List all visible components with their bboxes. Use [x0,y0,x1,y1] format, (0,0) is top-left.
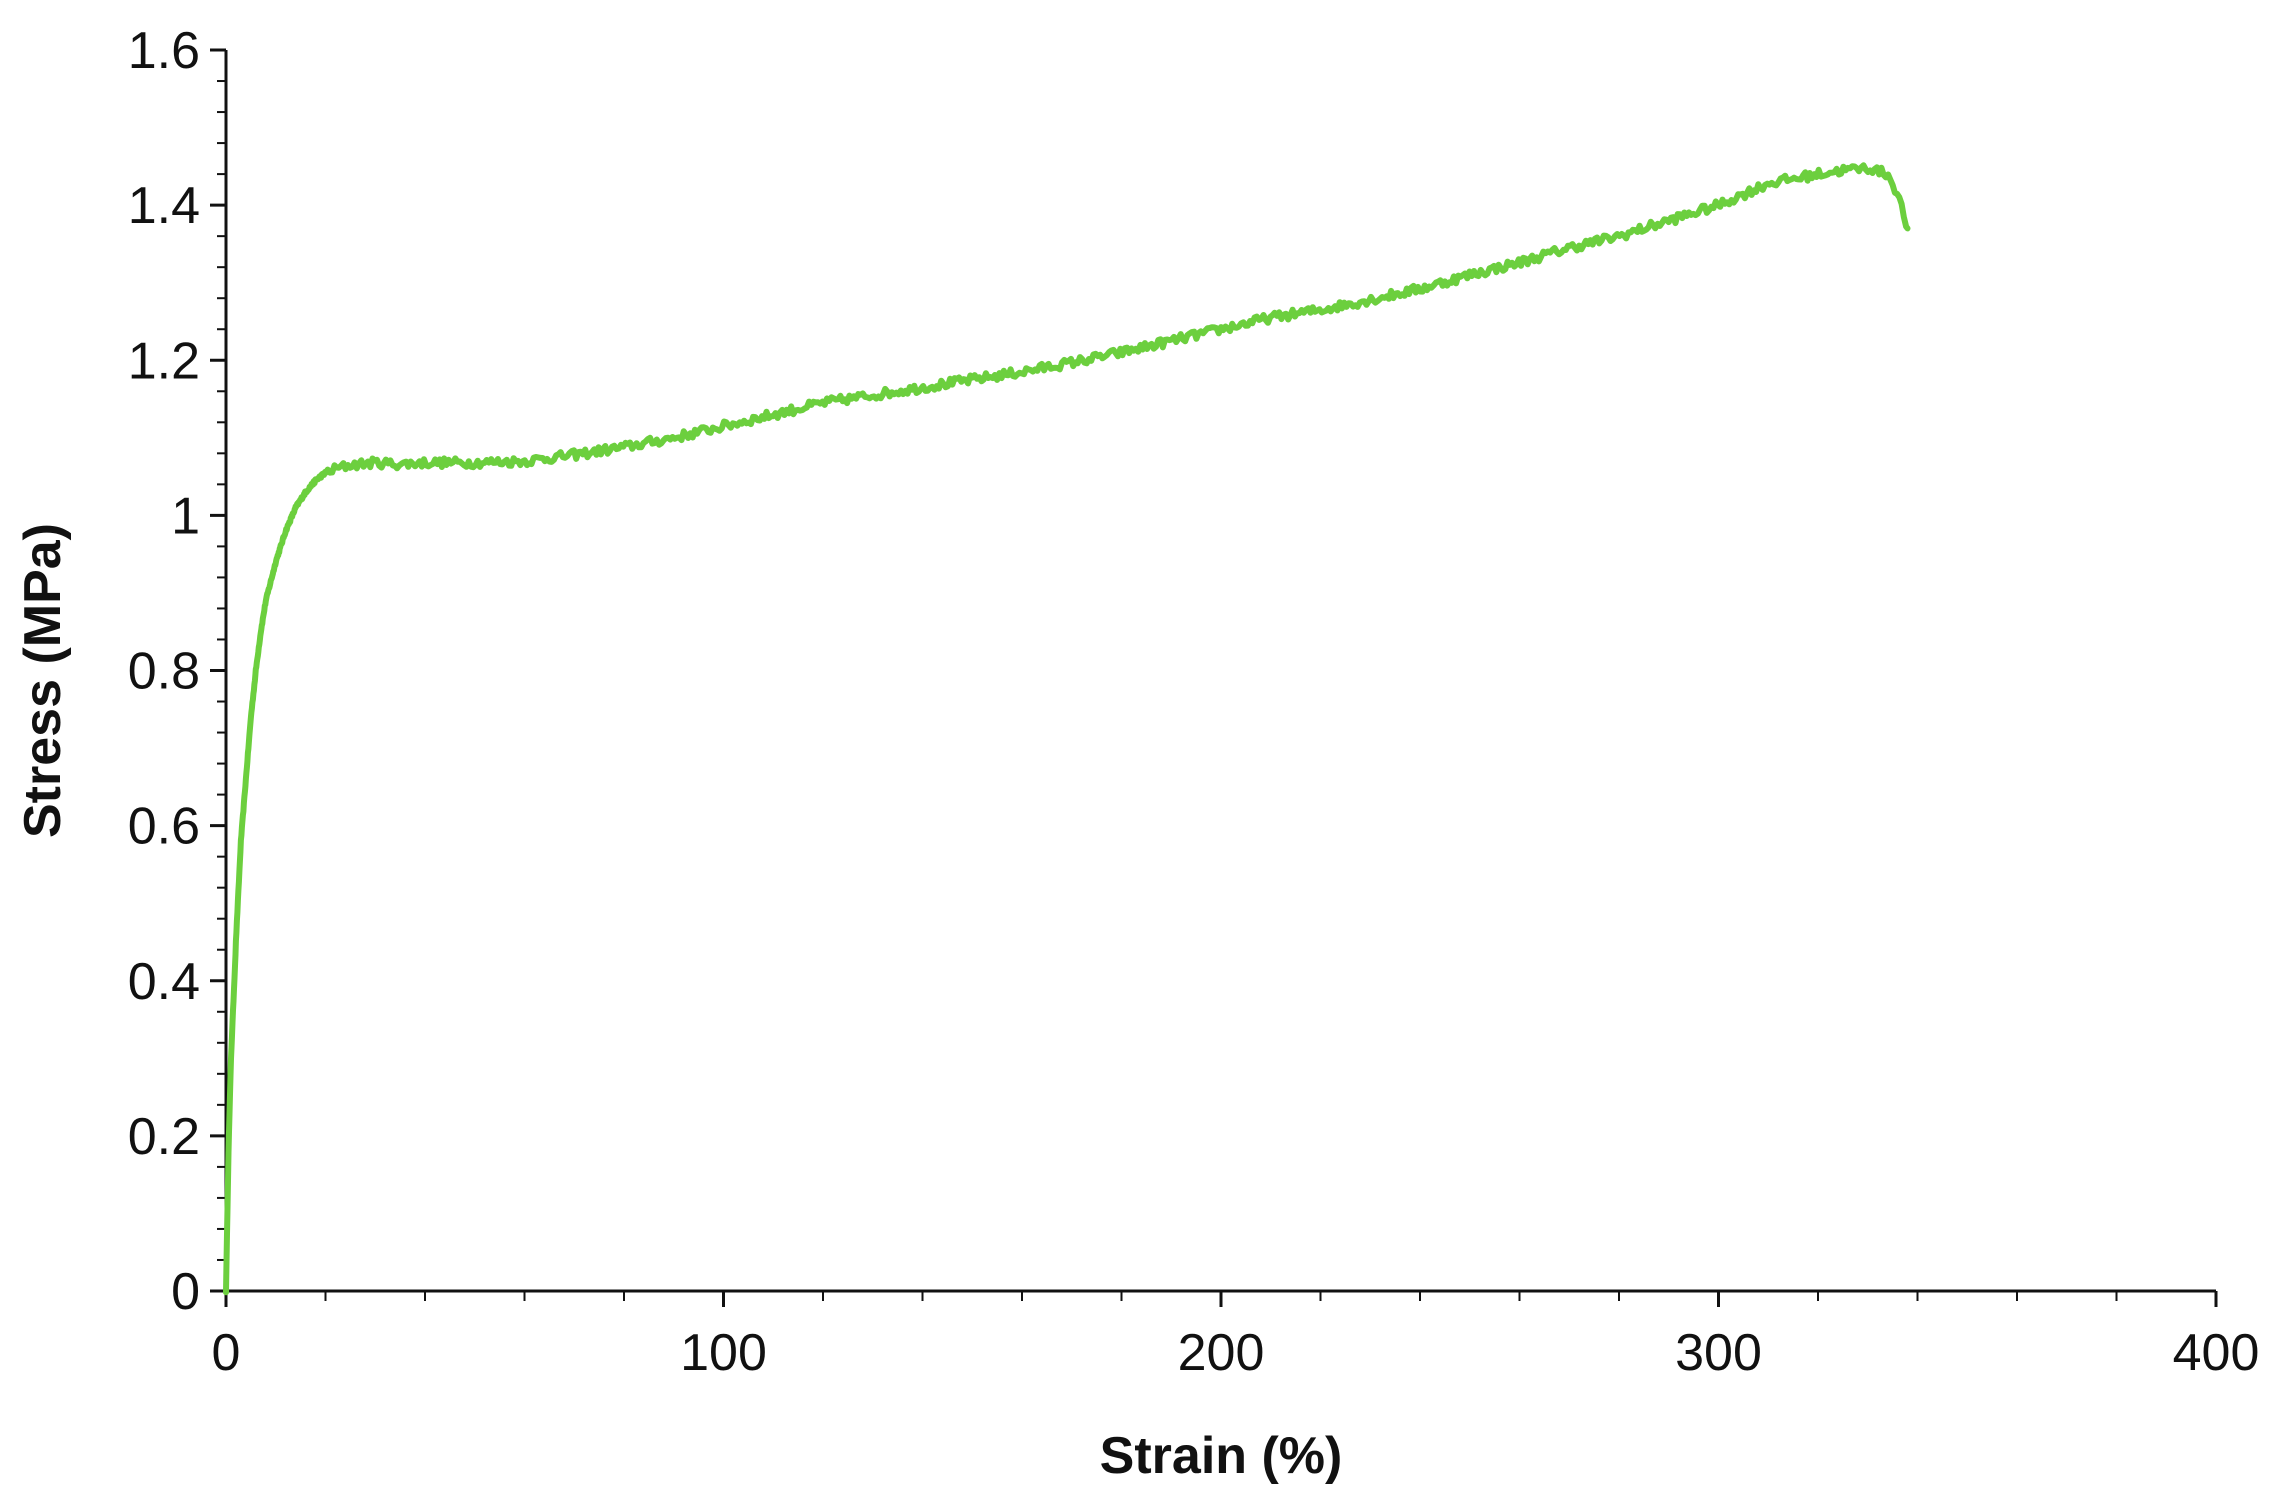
series-line [223,162,1911,1296]
y-tick-label: 1.2 [128,332,200,390]
x-tick-label: 400 [2173,1324,2260,1382]
y-tick-label: 0.4 [128,953,200,1011]
major-ticks [210,48,2218,1307]
x-tick-label: 300 [1675,1324,1762,1382]
y-axis-title: Stress (MPa) [14,523,72,838]
x-tick-label: 0 [212,1324,241,1382]
x-axis-title: Strain (%) [1100,1427,1343,1485]
y-tick-label: 1.6 [128,22,200,80]
y-tick-label: 0.8 [128,643,200,701]
y-tick-label: 1.4 [128,177,200,235]
minor-ticks [217,80,2118,1301]
x-tick-label: 100 [680,1324,767,1382]
y-tick-label: 0 [171,1263,200,1321]
y-tick-label: 0.2 [128,1108,200,1166]
x-tick-label: 200 [1178,1324,1265,1382]
y-tick-label: 0.6 [128,798,200,856]
y-tick-label: 1 [171,487,200,545]
y-tick-labels: 0 0.2 0.4 0.6 0.8 1 1.2 1.4 1.6 [128,22,200,1321]
series-group [223,162,1911,1296]
x-tick-labels: 0 100 200 300 400 [212,1324,2260,1382]
